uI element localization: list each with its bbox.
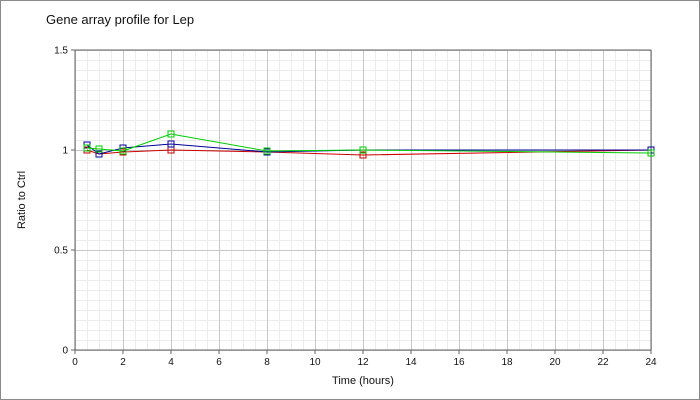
series-3-marker [647, 149, 655, 157]
x-tick-label: 2 [120, 357, 126, 368]
x-tick-label: 14 [405, 357, 417, 368]
x-tick-label: 10 [309, 357, 321, 368]
series-3-marker [359, 146, 367, 154]
x-tick-label: 4 [168, 357, 174, 368]
series-1-marker [359, 151, 367, 159]
series-3-marker [263, 147, 271, 155]
y-tick-label: 0.5 [54, 246, 68, 257]
x-axis-title: Time (hours) [332, 375, 394, 387]
series-layer [83, 130, 655, 159]
y-tick-label: 1.5 [54, 46, 68, 57]
x-tick-label: 18 [501, 357, 513, 368]
x-tick-label: 24 [645, 357, 657, 368]
x-tick-label: 12 [357, 357, 369, 368]
y-tick-label: 1 [62, 146, 68, 157]
x-tick-label: 22 [597, 357, 609, 368]
x-tick-label: 16 [453, 357, 465, 368]
x-tick-label: 20 [549, 357, 561, 368]
series-3-marker [119, 147, 127, 155]
series-3-marker [167, 130, 175, 138]
series-2-marker [167, 140, 175, 148]
y-tick-label: 0 [62, 346, 68, 357]
y-axis-title: Ratio to Ctrl [16, 171, 28, 229]
chart-title: Gene array profile for Lep [46, 12, 195, 27]
series-2-marker [95, 150, 103, 158]
series-3-marker [83, 144, 91, 152]
x-tick-label: 6 [216, 357, 222, 368]
x-tick-label: 8 [264, 357, 270, 368]
y-axis-ticks: 0 0.5 1 1.5 [54, 46, 75, 357]
x-axis-ticks: 0 2 4 6 8 10 12 14 16 18 20 22 24 [72, 350, 657, 368]
series-3-marker [95, 145, 103, 153]
x-tick-label: 0 [72, 357, 78, 368]
series-3-line [86, 133, 652, 154]
